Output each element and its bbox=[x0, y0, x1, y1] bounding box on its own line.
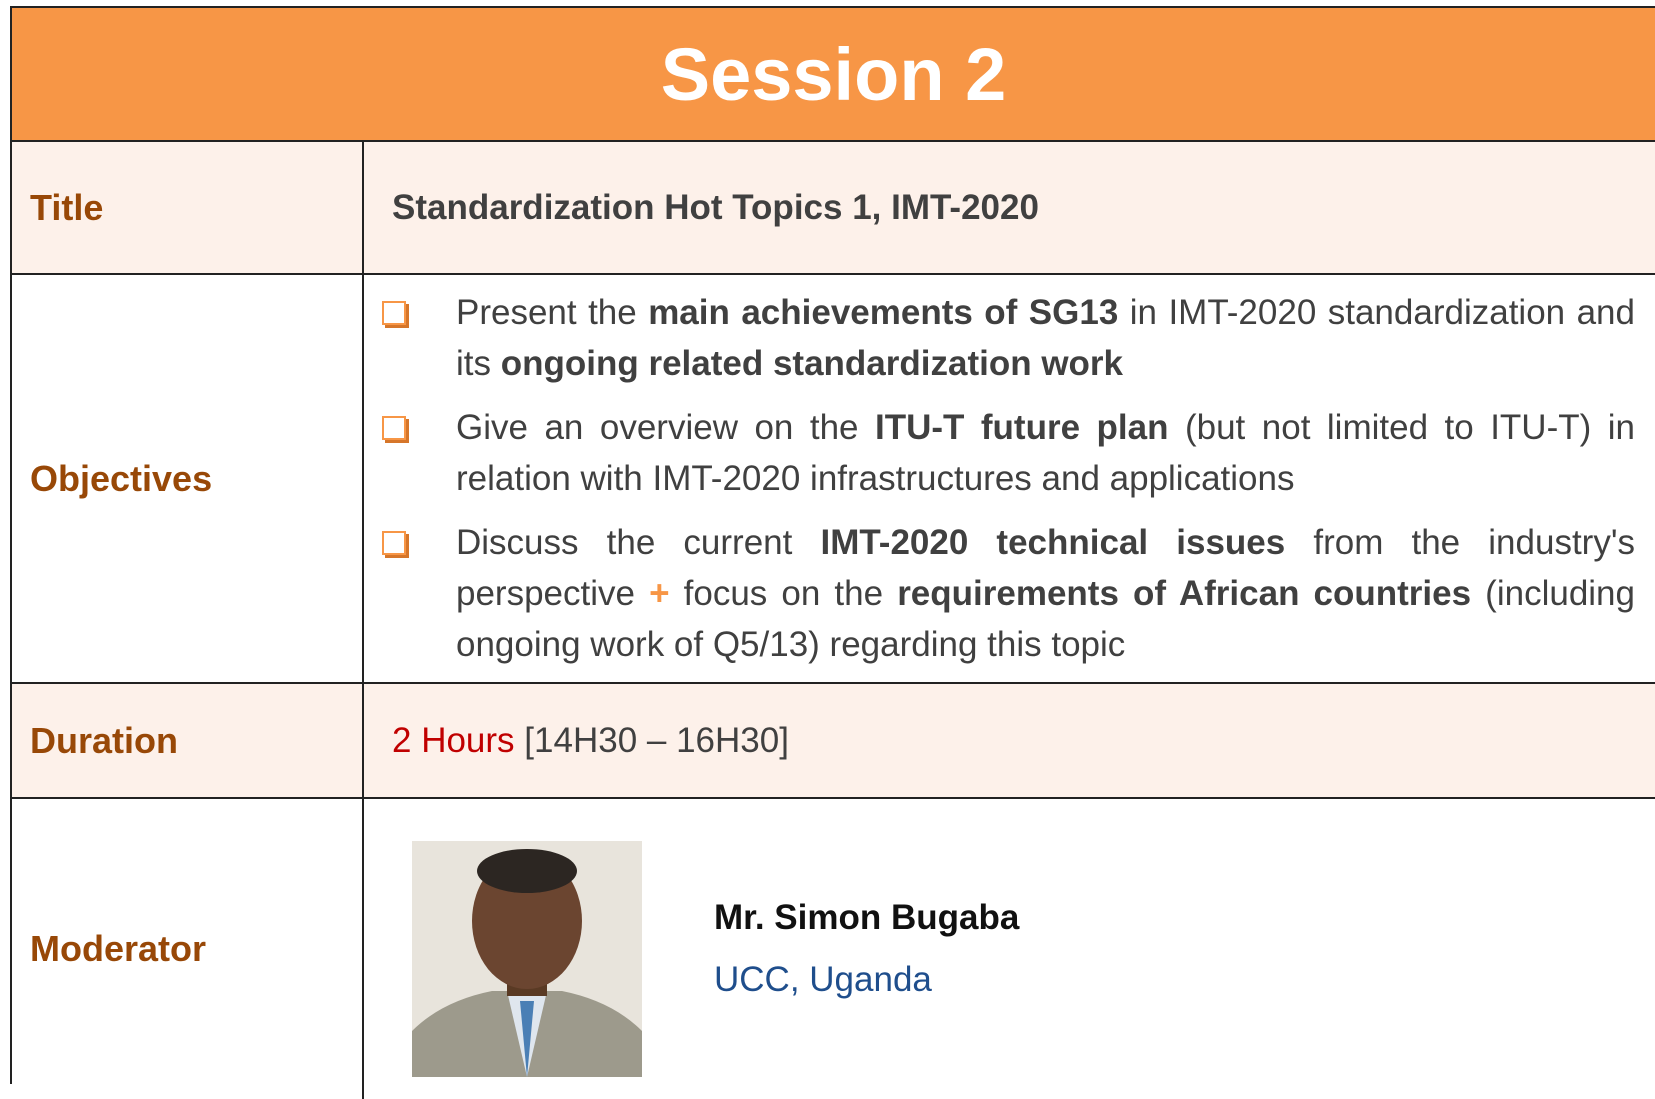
objective-item: Discuss the current IMT-2020 technical i… bbox=[382, 517, 1655, 670]
objective-text: from the industry's perspective bbox=[456, 523, 1635, 613]
objective-text: + bbox=[649, 574, 670, 613]
objective-text: requirements of African countries bbox=[897, 574, 1472, 613]
objective-text: Discuss the current bbox=[456, 523, 821, 562]
duration-time: [14H30 – 16H30] bbox=[524, 720, 789, 760]
objectives-list: Present the main achievements of SG13 in… bbox=[364, 275, 1655, 682]
title-row: Title Standardization Hot Topics 1, IMT-… bbox=[12, 142, 1655, 275]
checkbox-bullet bbox=[382, 301, 406, 325]
objective-text: focus on the bbox=[669, 574, 898, 613]
objective-text: Give an overview on the bbox=[456, 408, 875, 447]
checkbox-bullet bbox=[382, 416, 406, 440]
moderator-affiliation: UCC, Uganda bbox=[714, 960, 932, 999]
objective-text: Present the bbox=[456, 293, 649, 332]
session-table: Session 2 Title Standardization Hot Topi… bbox=[10, 6, 1655, 1099]
row-label: Title bbox=[12, 142, 364, 273]
moderator-cell: Mr. Simon Bugaba UCC, Uganda bbox=[364, 799, 1655, 1099]
objective-text: in IMT-2020 standardization and its bbox=[456, 293, 1635, 383]
moderator-photo bbox=[412, 841, 642, 1077]
row-label: Duration bbox=[12, 684, 364, 797]
objective-text: IMT-2020 technical issues bbox=[820, 523, 1286, 562]
title-text: Standardization Hot Topics 1, IMT-2020 bbox=[392, 187, 1039, 227]
objective-item: Give an overview on the ITU-T future pla… bbox=[382, 402, 1655, 504]
duration-cell: 2 Hours [14H30 – 16H30] bbox=[364, 684, 1655, 797]
row-label: Objectives bbox=[12, 275, 364, 682]
duration-row: Duration 2 Hours [14H30 – 16H30] bbox=[12, 684, 1655, 799]
objective-text: ongoing related standardization work bbox=[500, 344, 1124, 383]
row-label: Moderator bbox=[12, 799, 364, 1099]
objective-item: Present the main achievements of SG13 in… bbox=[382, 287, 1655, 389]
objective-text: main achievements of SG13 bbox=[648, 293, 1119, 332]
moderator-name: Mr. Simon Bugaba bbox=[714, 898, 1020, 937]
session-header: Session 2 bbox=[12, 8, 1655, 142]
objectives-row: Objectives Present the main achievements… bbox=[12, 275, 1655, 684]
moderator-row: Moderator Mr. Simon Bugaba UCC, Uganda bbox=[12, 799, 1655, 1099]
objective-text: (including ongoing work of Q5/13) regard… bbox=[456, 574, 1635, 664]
duration-hours: 2 Hours bbox=[392, 720, 515, 760]
objective-text: ITU-T future plan bbox=[875, 408, 1169, 447]
moderator-info: Mr. Simon Bugaba UCC, Uganda bbox=[714, 898, 1019, 1000]
checkbox-bullet bbox=[382, 531, 406, 555]
objective-text: (but not limited to ITU-T) in relation w… bbox=[456, 408, 1635, 498]
